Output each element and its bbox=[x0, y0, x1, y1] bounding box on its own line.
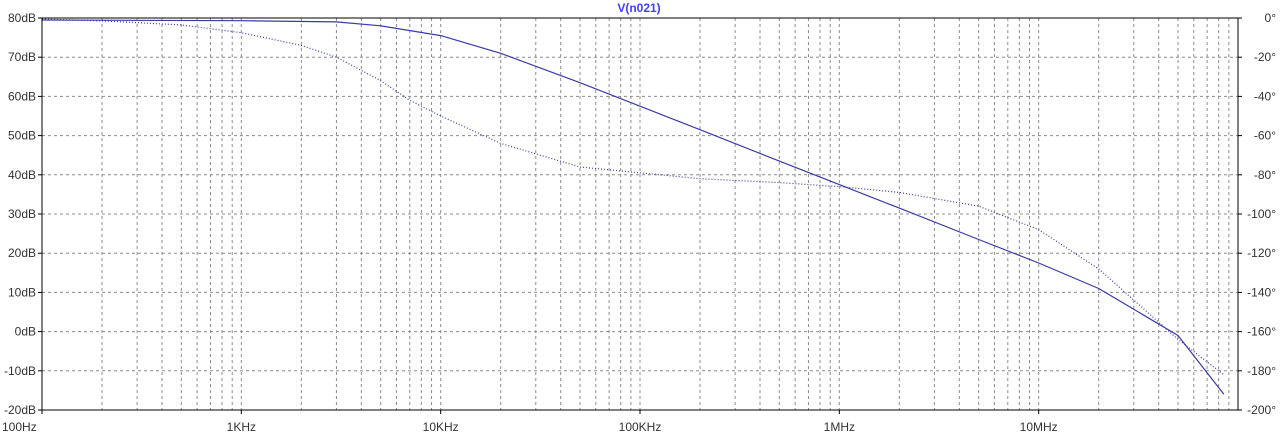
y-left-tick-label: 80dB bbox=[8, 11, 36, 25]
plot-frame bbox=[41, 17, 1239, 411]
y-left-tick-label: 50dB bbox=[8, 129, 36, 143]
y-left-tick-label: 10dB bbox=[8, 285, 36, 299]
y-left-tick-label: 40dB bbox=[8, 168, 36, 182]
series-group bbox=[41, 18, 1225, 395]
x-tick-label: 10MHz bbox=[1020, 420, 1058, 434]
magnitude-series-line bbox=[41, 19, 1225, 395]
y-right-tick-label: -60° bbox=[1254, 129, 1276, 143]
y-right-tick-label: -40° bbox=[1254, 89, 1276, 103]
chart-title: V(n021) bbox=[617, 1, 660, 15]
x-tick-label: 100KHz bbox=[619, 420, 662, 434]
y-right-tick-label: -20° bbox=[1254, 50, 1276, 64]
y-right-tick-label: -120° bbox=[1247, 246, 1276, 260]
x-tick-label: 1MHz bbox=[824, 420, 855, 434]
y-right-tick-label: -180° bbox=[1247, 364, 1276, 378]
x-tick-label: 10KHz bbox=[423, 420, 459, 434]
y-right-tick-label: -100° bbox=[1247, 207, 1276, 221]
y-left-tick-label: 70dB bbox=[8, 50, 36, 64]
grid bbox=[42, 18, 1238, 410]
y-left-tick-label: -10dB bbox=[4, 364, 36, 378]
y-left-tick-label: 60dB bbox=[8, 89, 36, 103]
y-right-tick-label: -140° bbox=[1247, 285, 1276, 299]
x-tick-label: 100Hz bbox=[2, 420, 37, 434]
y-left-tick-label: -20dB bbox=[4, 403, 36, 417]
y-right-tick-label: -160° bbox=[1247, 325, 1276, 339]
y-left-tick-label: 30dB bbox=[8, 207, 36, 221]
y-left-tick-label: 20dB bbox=[8, 246, 36, 260]
y-right-tick-label: -200° bbox=[1247, 403, 1276, 417]
y-left-tick-label: 0dB bbox=[15, 325, 36, 339]
x-tick-label: 1KHz bbox=[227, 420, 256, 434]
y-right-tick-label: -80° bbox=[1254, 168, 1276, 182]
y-right-tick-label: 0° bbox=[1265, 11, 1277, 25]
tick-labels: 80dB 70dB 60dB 50dB 40dB 30dB 20dB 10dB 0dB -10dB… bbox=[2, 11, 1276, 434]
